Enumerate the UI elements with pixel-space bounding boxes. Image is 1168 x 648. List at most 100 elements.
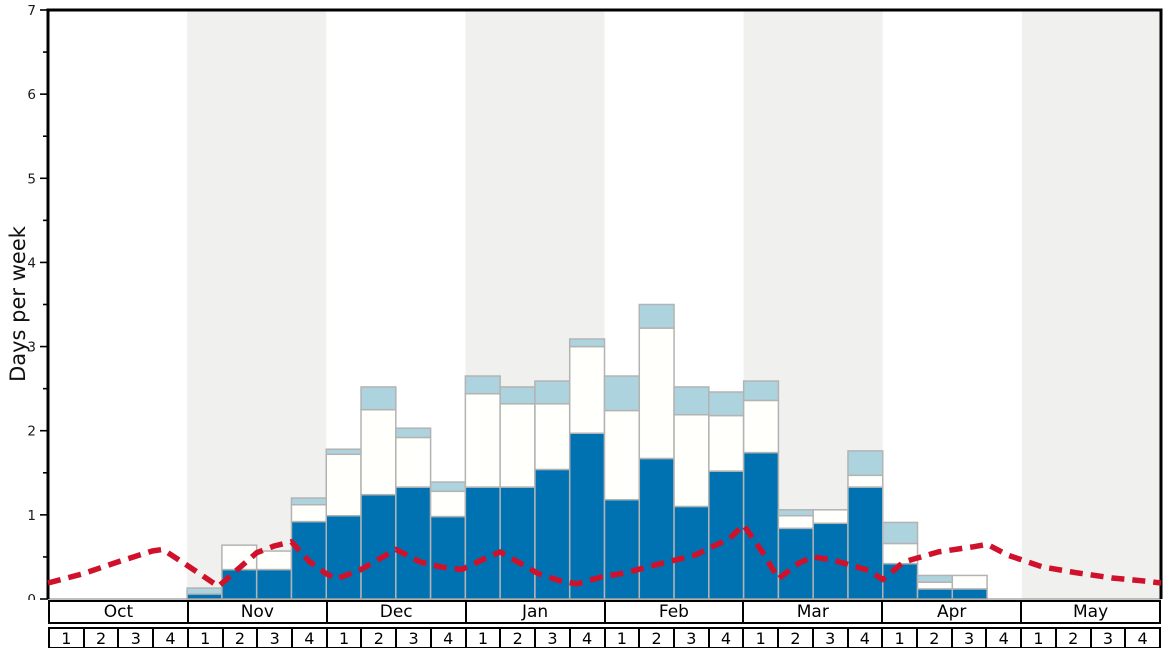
dark-blue-segment — [742, 451, 780, 600]
month-cell-feb: Feb — [606, 602, 745, 622]
week-cell: 3 — [397, 629, 432, 648]
week-cell: 2 — [85, 629, 120, 648]
week-cell: 2 — [224, 629, 259, 648]
dark-blue-segment — [395, 486, 432, 600]
white-segment — [847, 474, 884, 488]
light-blue-segment — [916, 574, 954, 583]
week-cell: 1 — [883, 629, 918, 648]
month-cell-jan: Jan — [467, 602, 606, 622]
white-segment — [638, 327, 675, 460]
white-segment — [255, 550, 293, 571]
y-tick-label: 5 — [27, 171, 36, 187]
week-cell: 1 — [606, 629, 641, 648]
light-blue-segment — [777, 509, 814, 517]
y-tick-label: 7 — [27, 3, 36, 19]
week-cell: 1 — [467, 629, 502, 648]
white-segment — [777, 514, 814, 530]
week-cell: 2 — [1057, 629, 1092, 648]
light-blue-segment — [464, 375, 501, 395]
white-segment — [916, 581, 954, 590]
white-segment — [534, 403, 571, 471]
dark-blue-segment — [916, 588, 954, 600]
week-cell: 4 — [432, 629, 467, 648]
light-blue-segment — [429, 481, 467, 493]
dark-blue-segment — [221, 568, 258, 600]
week-cell: 4 — [849, 629, 884, 648]
week-cell: 1 — [189, 629, 224, 648]
y-tick-label: 0 — [27, 592, 36, 600]
month-band-may — [1021, 10, 1161, 599]
week-cell: 1 — [328, 629, 363, 648]
white-segment — [325, 453, 362, 517]
week-cell: 3 — [675, 629, 710, 648]
month-cell-dec: Dec — [328, 602, 467, 622]
week-cell: 1 — [50, 629, 85, 648]
y-tick-label: 1 — [27, 508, 36, 524]
light-blue-segment — [638, 303, 675, 329]
light-blue-segment — [360, 386, 397, 411]
white-segment — [951, 574, 988, 590]
month-cell-nov: Nov — [189, 602, 328, 622]
week-cell: 4 — [1137, 628, 1148, 648]
week-cell: 3 — [953, 629, 988, 648]
dark-blue-segment — [638, 457, 675, 600]
white-segment — [429, 490, 467, 518]
white-segment — [360, 408, 397, 496]
week-cell: 4 — [987, 629, 1023, 648]
white-segment — [290, 504, 327, 523]
white-segment — [812, 509, 849, 525]
dark-blue-segment — [186, 593, 223, 600]
week-cell: 1 — [744, 629, 780, 648]
week-cell: 3 — [119, 629, 155, 648]
light-blue-segment — [603, 375, 641, 412]
dark-blue-segment — [708, 470, 745, 600]
light-blue-segment — [742, 380, 780, 402]
average-line — [47, 522, 1162, 590]
light-blue-segment — [325, 448, 362, 456]
dark-blue-segment — [847, 486, 884, 600]
dark-blue-segment — [499, 486, 536, 600]
week-cell: 2 — [362, 629, 398, 648]
dark-blue-segment — [360, 493, 397, 600]
white-segment — [603, 409, 641, 501]
white-segment — [395, 436, 432, 488]
light-blue-segment — [847, 450, 884, 477]
chart-plot-area: 0 1 2 3 4 5 6 7 — [27, 3, 1163, 600]
dark-blue-segment — [429, 515, 467, 600]
light-blue-segment — [395, 427, 432, 439]
light-blue-segment — [499, 386, 536, 405]
white-segment — [464, 392, 501, 488]
light-blue-segment — [673, 386, 710, 416]
light-blue-segment — [186, 587, 223, 595]
week-cell: 2 — [501, 629, 537, 648]
month-cell-may: May — [1072, 602, 1109, 622]
dark-blue-segment — [464, 486, 501, 600]
week-cell: 4 — [154, 629, 189, 648]
y-tick-label: 3 — [27, 340, 36, 356]
dark-blue-segment — [882, 562, 919, 600]
week-cell: 4 — [293, 629, 328, 648]
white-segment — [499, 403, 536, 488]
light-blue-segment — [708, 391, 745, 417]
dark-blue-segment — [951, 588, 988, 600]
white-segment — [568, 345, 606, 434]
week-cell: 3 — [536, 629, 571, 648]
week-cell: 3 — [814, 629, 849, 648]
white-segment — [742, 399, 780, 454]
month-label-row: Oct Nov Dec Jan Feb Mar Apr May — [48, 600, 1161, 624]
y-tick-label: 4 — [27, 255, 36, 271]
week-cell: 2 — [640, 629, 675, 648]
light-blue-segment — [290, 497, 327, 506]
y-tick-label: 6 — [27, 87, 36, 103]
week-cell: 2 — [918, 629, 953, 648]
y-tick-label: 2 — [27, 424, 36, 440]
light-blue-segment — [568, 338, 606, 348]
dark-blue-segment — [568, 432, 606, 600]
y-axis-title: Days per week — [6, 226, 30, 382]
dark-blue-segment — [255, 568, 293, 600]
month-cell-apr: Apr — [883, 602, 1023, 622]
light-blue-segment — [882, 521, 919, 545]
